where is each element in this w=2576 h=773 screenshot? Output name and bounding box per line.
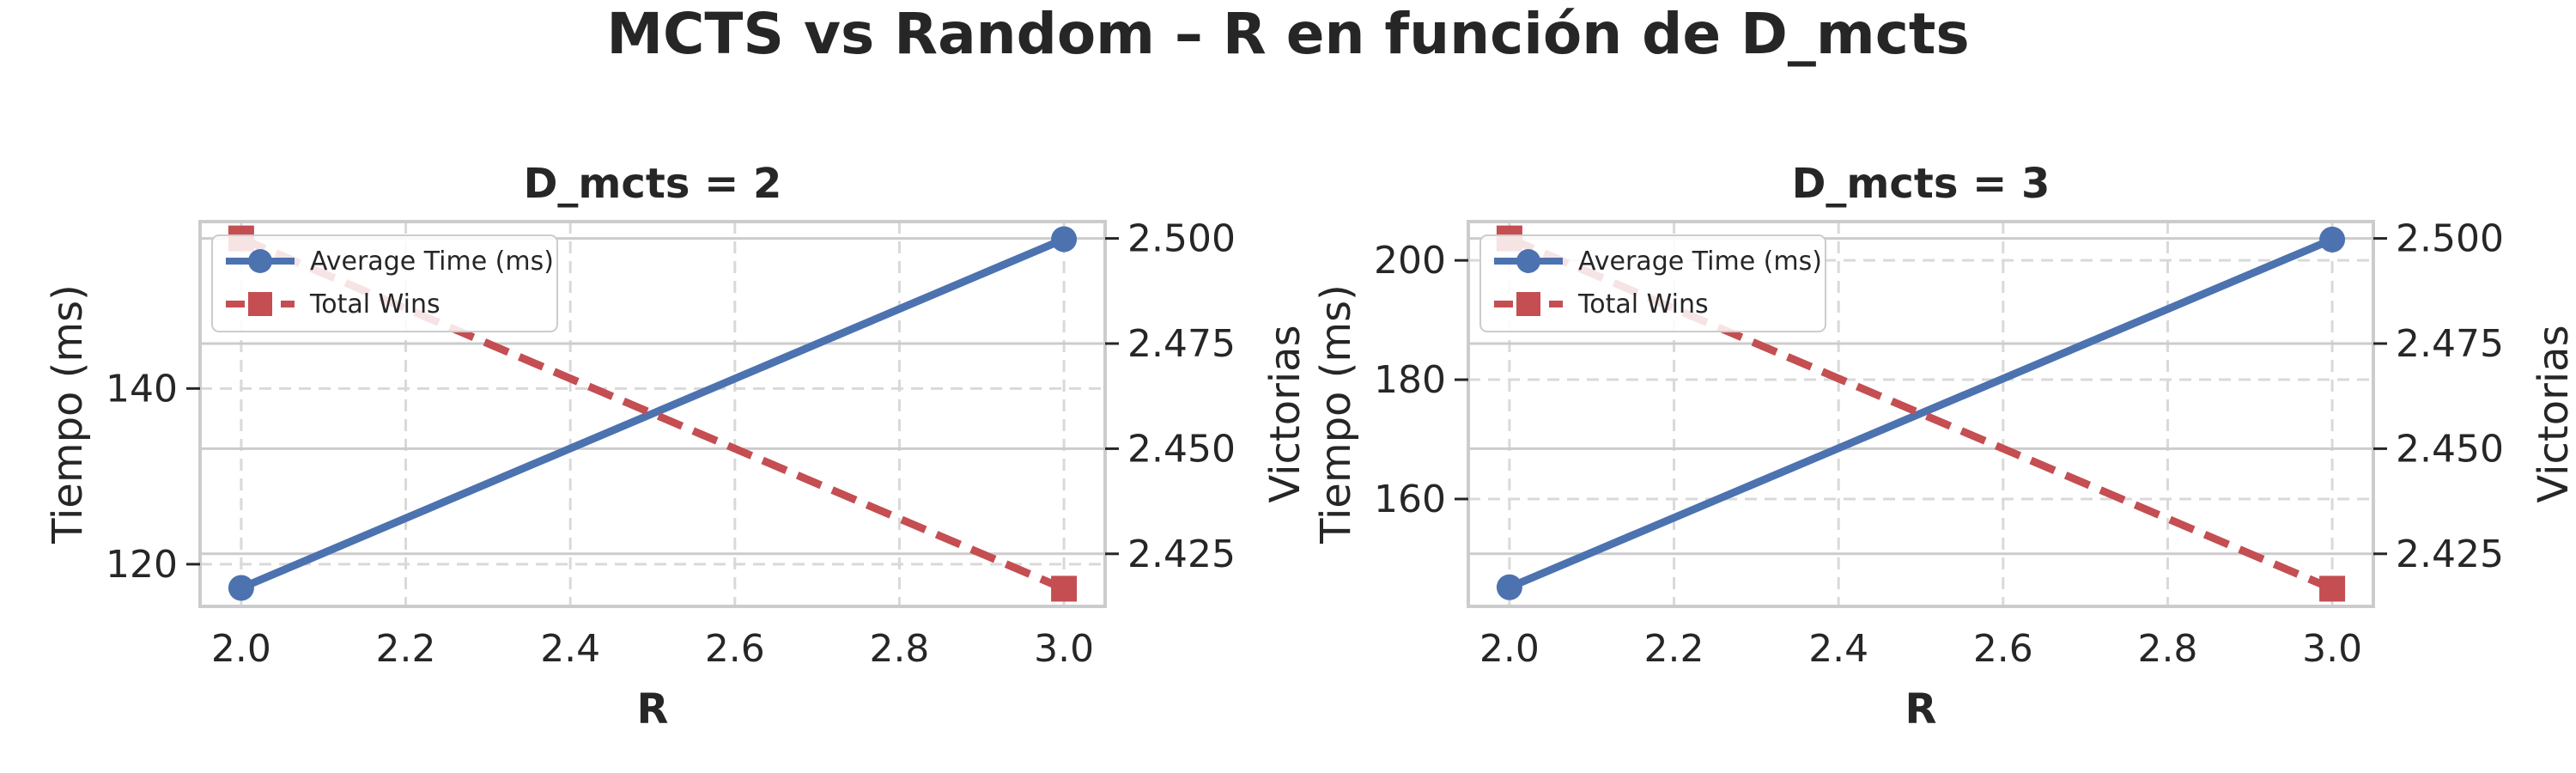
plot-frame — [1467, 220, 2375, 608]
x-tick-label: 3.0 — [1034, 627, 1094, 671]
y-left-axis-label: Tiempo (ms) — [44, 284, 92, 545]
legend-entry-label: Average Time (ms) — [310, 247, 554, 277]
subplot-title: D_mcts = 2 — [524, 160, 782, 208]
y-right-tick-label: 2.500 — [2396, 217, 2504, 261]
x-tick-label: 2.8 — [869, 627, 929, 671]
time-series-point — [1051, 226, 1078, 253]
x-axis-label: R — [1905, 685, 1937, 733]
x-tick-label: 2.2 — [1644, 627, 1704, 671]
y-left-tick-label: 180 — [1374, 358, 1446, 402]
legend-marker-circle — [248, 249, 272, 273]
y-right-tick-label: 2.475 — [2396, 322, 2504, 366]
plot-frame — [198, 220, 1107, 608]
wins-series-point — [1051, 575, 1078, 602]
y-left-tick-label: 120 — [106, 543, 178, 587]
legend-entry-label: Average Time (ms) — [1578, 247, 1822, 277]
y-right-tick-label: 2.425 — [1127, 533, 1236, 576]
x-tick-label: 2.4 — [540, 627, 600, 671]
time-series-line — [1508, 235, 2334, 591]
x-tick-label: 2.0 — [211, 627, 271, 671]
legend-box — [1479, 234, 1826, 332]
time-series-point — [1496, 574, 1522, 600]
y-right-axis-label: Victorias — [2530, 325, 2576, 502]
y-left-tick-label: 140 — [106, 367, 178, 411]
y-right-tick-label: 2.450 — [2396, 427, 2504, 471]
subplot-1: 2.0 2.2 2.4 2.6 2.8 3.0 120 140 2.425 2.450 2.475 2… — [44, 160, 1309, 733]
y-right-axis-label: Victorias — [1261, 325, 1309, 502]
wins-series-point — [2319, 575, 2346, 602]
y-right-tick-label: 2.475 — [1127, 322, 1236, 366]
legend-entry-label: Total Wins — [309, 289, 440, 320]
y-right-tick-label: 2.450 — [1127, 427, 1236, 471]
time-series-point — [228, 575, 254, 601]
legend: Average Time (ms) Total Wins — [1479, 234, 1826, 332]
legend: Average Time (ms) Total Wins — [211, 234, 558, 332]
x-axis-label: R — [637, 685, 669, 733]
legend-entry-label: Total Wins — [1577, 289, 1709, 320]
figure-title: MCTS vs Random – R en función de D_mcts — [606, 1, 1970, 67]
x-tick-label: 2.0 — [1479, 627, 1540, 671]
x-tick-label: 2.4 — [1808, 627, 1868, 671]
legend-box — [211, 234, 558, 332]
legend-marker-square — [248, 292, 272, 316]
y-right-tick-label: 2.500 — [1127, 217, 1236, 261]
time-series-point — [2319, 226, 2346, 253]
y-left-tick-label: 160 — [1374, 478, 1446, 521]
x-tick-label: 2.6 — [1973, 627, 2033, 671]
x-tick-label: 2.2 — [376, 627, 436, 671]
subplot-2: 2.0 2.2 2.4 2.6 2.8 3.0 160 180 200 2.425 2.450 2.4… — [1312, 160, 2576, 733]
y-left-axis-label: Tiempo (ms) — [1312, 284, 1360, 545]
x-tick-label: 3.0 — [2302, 627, 2362, 671]
y-left-tick-label: 200 — [1374, 239, 1446, 283]
subplot-title: D_mcts = 3 — [1792, 160, 2050, 208]
x-tick-label: 2.6 — [705, 627, 765, 671]
time-series-line — [240, 235, 1066, 592]
y-right-tick-label: 2.425 — [2396, 533, 2504, 576]
legend-marker-square — [1516, 292, 1540, 316]
legend-marker-circle — [1516, 249, 1540, 273]
x-tick-label: 2.8 — [2137, 627, 2197, 671]
